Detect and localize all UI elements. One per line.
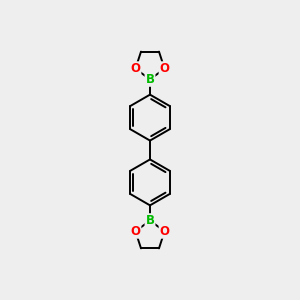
Text: O: O <box>130 62 140 75</box>
Text: B: B <box>146 214 154 227</box>
Text: B: B <box>146 73 154 86</box>
Text: O: O <box>160 225 170 238</box>
Text: O: O <box>160 62 170 75</box>
Text: O: O <box>130 225 140 238</box>
